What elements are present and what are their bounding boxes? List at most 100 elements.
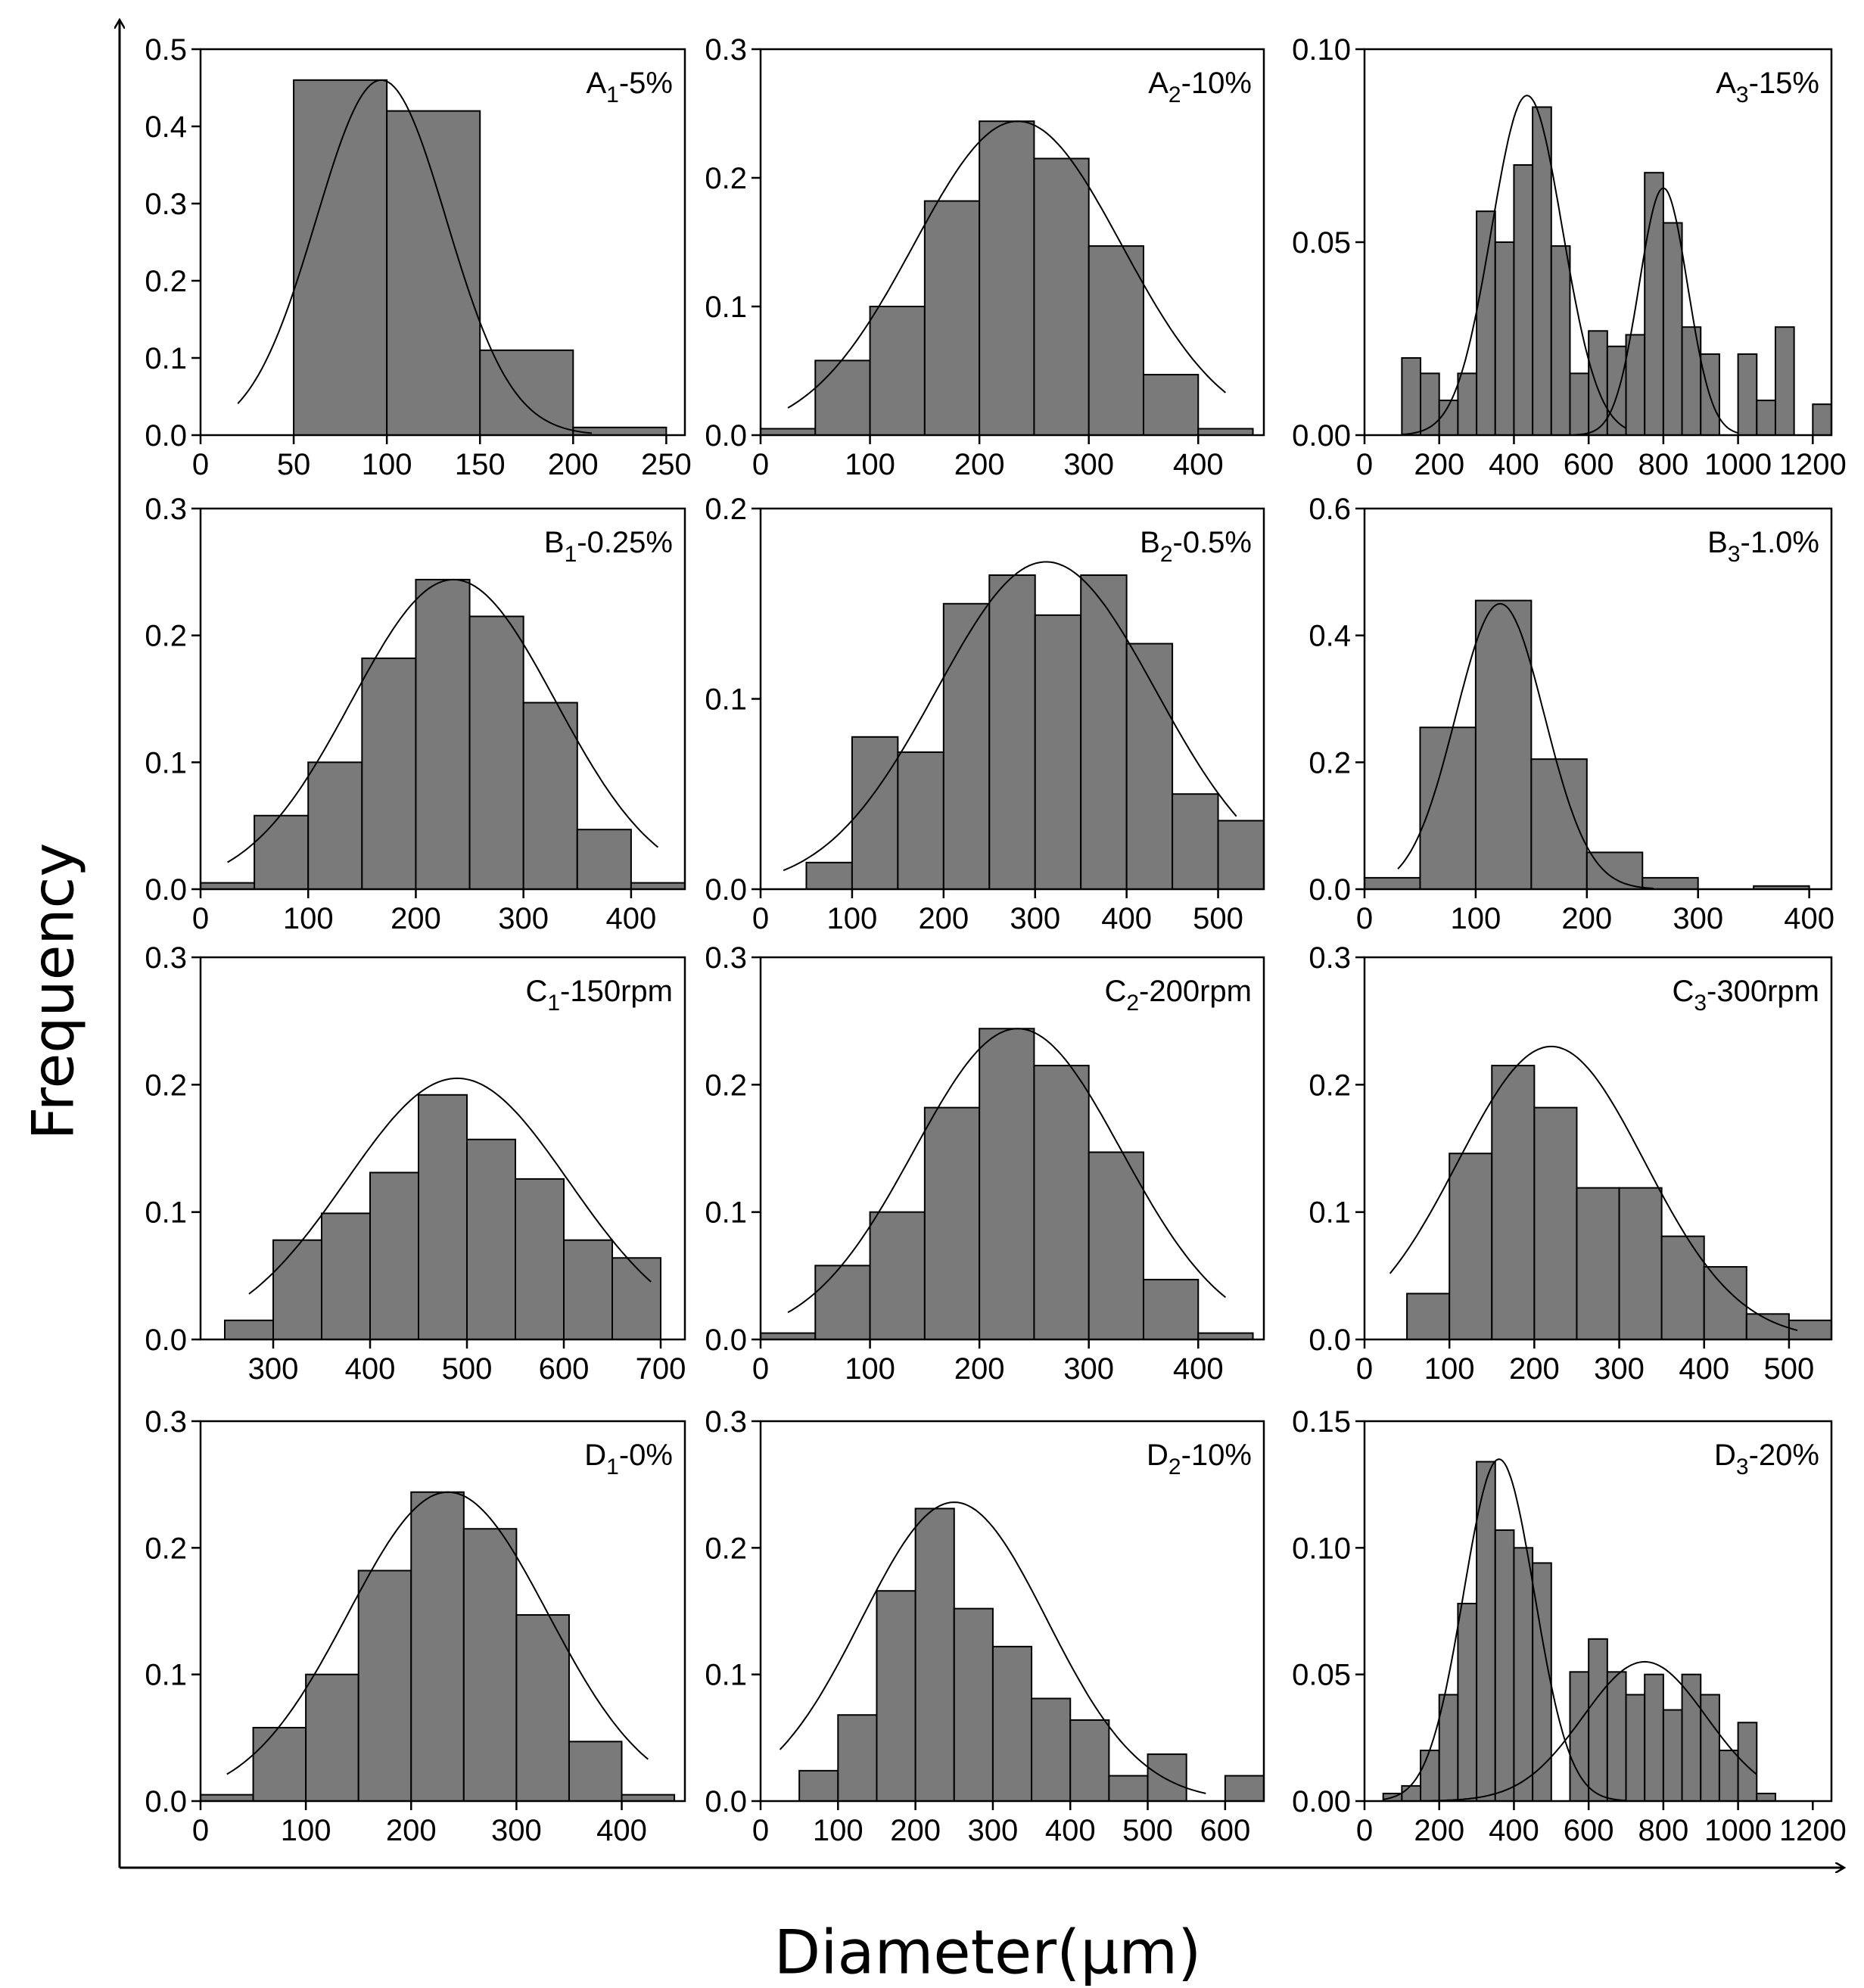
panel-d3-axes-frame [1363, 1420, 1833, 1803]
panel-b1-bar [522, 702, 578, 891]
panel-c2-y-tick-label: 0.1 [705, 1196, 747, 1230]
panel-d2-x-tick-label: 300 [968, 1814, 1019, 1847]
panel-d3-label-main: D [1714, 1439, 1736, 1472]
panel-c3-bar [1576, 1187, 1620, 1341]
panel-a3-bar [1737, 353, 1758, 436]
panel-a2-y-tick-label: 0.0 [705, 419, 747, 453]
panel-b1-x-tick-label: 100 [283, 902, 334, 935]
panel-c2-bar [814, 1265, 871, 1341]
panel-c3-x-tick-label: 300 [1594, 1352, 1645, 1386]
panel-d3-label-rest: -20% [1749, 1439, 1819, 1472]
panel-a2-x-tick-label: 0 [752, 448, 769, 481]
panel-d3-bar [1588, 1638, 1608, 1802]
panel-c1-bar [418, 1094, 468, 1341]
panel-c1-x-tick-label: 600 [539, 1352, 590, 1386]
panel-d2: 0.0 0.1 0.2 0.3 0 100 200 300 400 500 600 D2-10% [705, 1405, 1265, 1847]
panel-c2-x-tick-label: 300 [1063, 1352, 1114, 1386]
panel-b3-bar [1474, 599, 1533, 891]
panel-a2-x-tick-label: 300 [1063, 448, 1114, 481]
panel-d2-x-tick-label: 500 [1122, 1814, 1173, 1847]
panel-b2-bar [805, 861, 853, 891]
panel-c1-bar [369, 1171, 419, 1340]
panel-a1-x-tick-label: 200 [548, 448, 599, 481]
panel-a1-label: A1-5% [586, 67, 673, 107]
panel-d1-x-tick-label: 200 [386, 1814, 437, 1847]
panel-b2-bar [1080, 574, 1128, 891]
panel-c1-label-subscript: 1 [547, 991, 560, 1016]
panel-d2-x-tick-label: 600 [1200, 1814, 1250, 1847]
panel-c1: 0.0 0.1 0.2 0.3 300 400 500 600 700 C1-150rpm [145, 941, 686, 1386]
panel-b2-x-tick-label: 400 [1101, 902, 1152, 935]
panel-d3-bar [1737, 1722, 1758, 1803]
panel-a1-x-tick-label: 100 [362, 448, 412, 481]
panel-c2-x-tick-label: 100 [845, 1352, 895, 1386]
panel-c2-y-tick-label: 0.0 [705, 1324, 747, 1357]
panel-d2-y-tick-label: 0.3 [705, 1405, 747, 1439]
panel-a1-x-tick-label: 0 [192, 448, 209, 481]
panel-a2-label-rest: -10% [1181, 67, 1252, 100]
panel-a1-label-rest: -5% [619, 67, 673, 100]
panel-a3: 0.00 0.05 0.10 0 200 400 600 800 1000 1200 A3-15% [1292, 33, 1847, 481]
panel-b2-label-subscript: 2 [1160, 542, 1173, 567]
panel-b1-label-rest: -0.25% [577, 526, 673, 559]
panel-d2-bar [1069, 1719, 1110, 1803]
panel-c1-fit-curve [248, 1077, 652, 1295]
panel-c3-fit-curve [1389, 1045, 1798, 1331]
panel-b2-bar [851, 736, 899, 890]
panel-d1-x-tick-label: 100 [281, 1814, 331, 1847]
panel-b2: 0.0 0.1 0.2 0 100 200 300 400 500 B2-0.5% [705, 493, 1265, 935]
panel-d3-bar [1644, 1673, 1664, 1803]
panel-d2-bar [1224, 1775, 1265, 1803]
panel-c3-bar [1703, 1266, 1747, 1341]
panel-d3-bar [1457, 1602, 1478, 1802]
panel-d3-bar [1700, 1694, 1720, 1802]
panel-c3-x-tick-label: 200 [1509, 1352, 1560, 1386]
panel-c2-bar [1197, 1332, 1254, 1341]
panel-c3-label-rest: -300rpm [1707, 975, 1819, 1008]
panel-d1-x-tick-label: 400 [596, 1814, 647, 1847]
panel-b3-label-main: B [1707, 526, 1728, 559]
panel-c2-y-tick-label: 0.2 [705, 1069, 747, 1102]
panel-b1-y-tick-label: 0.3 [145, 493, 187, 526]
panel-b1-x-tick-label: 0 [192, 902, 209, 935]
panel-a3-x-tick-label: 200 [1414, 448, 1464, 481]
panel-c1-bar [515, 1178, 565, 1341]
panel-d1-label-main: D [584, 1439, 606, 1472]
panel-a3-x-tick-label: 400 [1489, 448, 1539, 481]
panel-d3-bar [1476, 1461, 1496, 1802]
panel-a3-x-tick-label: 1200 [1779, 448, 1847, 481]
panel-d3-bar [1513, 1547, 1534, 1803]
panel-a3-x-tick-label: 600 [1564, 448, 1614, 481]
panel-d2-y-tick-label: 0.0 [705, 1785, 747, 1818]
panel-c1-bar [611, 1257, 661, 1341]
panel-a1-label-main: A [586, 67, 606, 100]
panel-b3-bar [1364, 876, 1421, 891]
panel-b1-bar [630, 882, 686, 891]
panel-c2-label-rest: -200rpm [1139, 975, 1252, 1008]
panel-a1-x-tick-label: 50 [277, 448, 311, 481]
panel-b3-x-tick-label: 200 [1561, 902, 1612, 935]
panel-a2: 0.0 0.1 0.2 0.3 0 100 200 300 400 A2-10% [705, 33, 1265, 481]
panel-d1-axes-frame [199, 1420, 686, 1803]
panel-d2-bar [1031, 1697, 1072, 1802]
panel-b1-axes-frame [199, 507, 686, 891]
panel-d1-x-tick-label: 0 [192, 1814, 209, 1847]
panel-a2-bar [923, 200, 981, 436]
panel-d2-x-tick-label: 100 [813, 1814, 864, 1847]
panel-a2-bar [814, 359, 871, 436]
panel-b1-label-main: B [544, 526, 565, 559]
panel-d2-bar [1108, 1775, 1149, 1803]
panel-c1-bar [224, 1319, 274, 1340]
x-axis-title: Diameter(μm) [773, 1917, 1202, 1988]
panel-d2-bar [914, 1507, 955, 1802]
panel-d2-label-subscript: 2 [1169, 1454, 1181, 1479]
panel-a1-y-tick-label: 0.1 [145, 342, 187, 375]
panel-d3-bar [1718, 1750, 1739, 1802]
panel-d3-x-tick-label: 0 [1356, 1814, 1373, 1847]
panel-d2-bar [953, 1607, 994, 1802]
panel-b1-label: B1-0.25% [544, 526, 673, 567]
panel-c1-y-tick-label: 0.2 [145, 1069, 187, 1102]
panel-b2-label-rest: -0.5% [1173, 526, 1253, 559]
panel-b2-x-tick-label: 200 [918, 902, 969, 935]
panel-c3-axes-frame [1363, 956, 1833, 1341]
